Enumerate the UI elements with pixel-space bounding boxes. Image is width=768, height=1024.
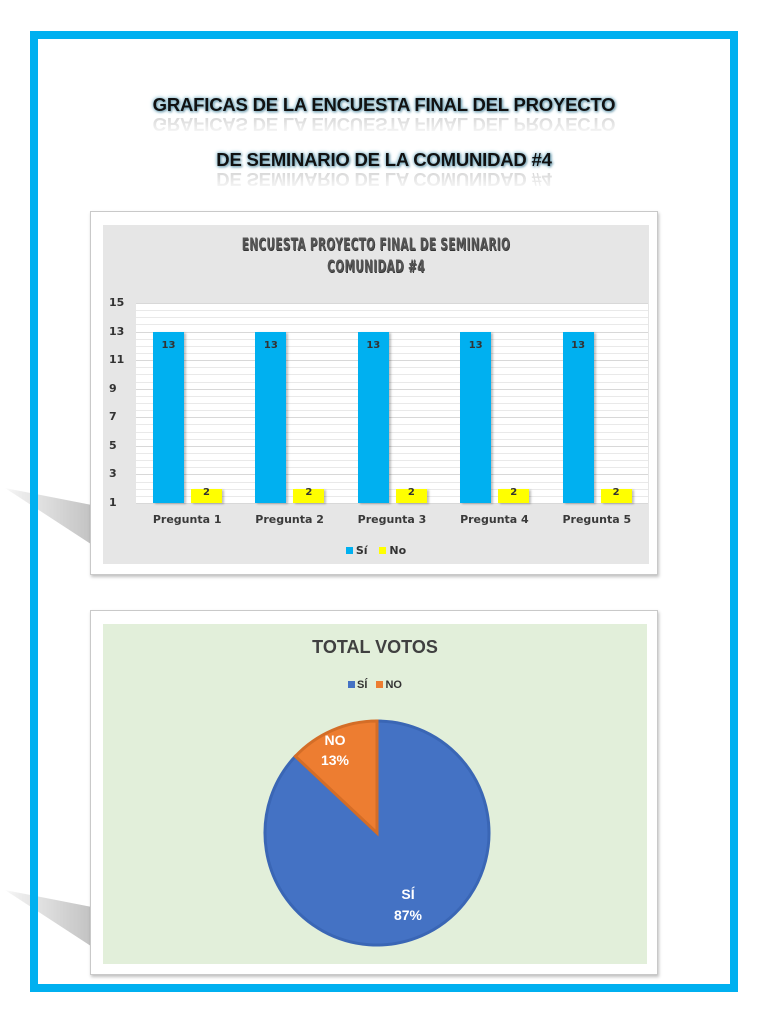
bar-no: 2	[191, 486, 222, 503]
pie-legend-label-no: NO	[385, 679, 402, 691]
minor-gridline	[136, 367, 648, 369]
bar-value-label-no: 2	[407, 486, 415, 498]
major-gridline	[136, 303, 648, 304]
pie-legend-item-si: SÍ	[348, 679, 367, 691]
minor-gridline	[136, 424, 648, 426]
minor-gridline	[136, 317, 648, 319]
minor-gridline	[136, 410, 648, 412]
pie-graphic: NO 13% SÍ 87%	[263, 719, 491, 947]
minor-gridline	[136, 481, 648, 483]
bar-no: 2	[293, 486, 325, 503]
legend-label-no: No	[389, 544, 407, 557]
pie-label-si-pct: 87%	[394, 907, 423, 923]
bar-plot-area: 13 2 13 2 13 2 13 2 13 2	[136, 303, 648, 504]
bar-chart-title-line-2: COMUNIDAD #4	[327, 257, 425, 277]
pie-chart-title: TOTAL VOTOS	[312, 637, 438, 657]
minor-gridline	[136, 381, 648, 383]
bar-si: 13	[460, 331, 492, 503]
y-tick-label: 1	[109, 496, 117, 509]
y-tick-label: 5	[109, 438, 117, 452]
bar-si: 13	[153, 331, 184, 503]
pie-label-no-name: NO	[325, 732, 346, 748]
minor-gridline	[136, 353, 648, 354]
bar-value-label-si: 13	[263, 339, 278, 351]
minor-gridline	[136, 453, 648, 454]
bar-no: 2	[498, 486, 530, 503]
bar-no: 2	[395, 486, 427, 503]
major-gridline	[136, 331, 648, 333]
y-tick-label: 7	[109, 410, 117, 424]
pie-chart-legend: SÍ NO	[103, 679, 647, 691]
bar-value-label-no: 2	[305, 486, 313, 498]
bar-si: 13	[562, 331, 594, 503]
major-gridline	[136, 445, 648, 447]
minor-gridline	[136, 345, 648, 347]
major-gridline	[136, 388, 648, 390]
y-tick-label: 13	[109, 324, 125, 338]
legend-item-si: Sí	[345, 544, 368, 557]
legend-swatch-si	[345, 547, 353, 554]
bar-value-label-si: 13	[161, 339, 176, 351]
document-title-line-1: GRAFICAS DE LA ENCUESTA FINAL DEL PROYEC…	[152, 94, 616, 115]
bar-chart-area: ENCUESTA PROYECTO FINAL DE SEMINARIO COM…	[103, 225, 649, 564]
y-tick-label: 11	[109, 353, 125, 367]
legend-item-no: No	[379, 544, 406, 557]
pie-label-si-name: SÍ	[401, 886, 415, 902]
bar-value-label-si: 13	[571, 339, 586, 351]
x-axis-label: Pregunta 3	[357, 513, 427, 526]
pie-legend-item-no: NO	[376, 679, 402, 691]
page-border-frame	[30, 31, 738, 992]
pie-legend-swatch-no	[376, 681, 384, 688]
bar-chart-frame: ENCUESTA PROYECTO FINAL DE SEMINARIO COM…	[90, 211, 658, 575]
bar-no: 2	[600, 486, 632, 503]
minor-gridline	[136, 467, 648, 469]
major-gridline	[136, 417, 648, 419]
minor-gridline	[136, 395, 648, 397]
x-axis-label: Pregunta 2	[255, 513, 324, 526]
bar-value-label-no: 2	[612, 486, 620, 498]
x-axis-label: Pregunta 5	[562, 513, 632, 526]
minor-gridline	[136, 488, 648, 490]
bar-chart-legend: Sí No	[103, 544, 649, 557]
minor-gridline	[136, 460, 648, 462]
major-gridline	[136, 360, 648, 362]
y-tick-label: 9	[109, 381, 117, 395]
document-title-line-1-reflection: GRAFICAS DE LA ENCUESTA FINAL DEL PROYEC…	[152, 114, 616, 135]
minor-gridline	[136, 324, 648, 326]
pie-legend-swatch-si	[348, 681, 356, 688]
minor-gridline	[136, 310, 648, 312]
major-gridline	[136, 474, 648, 476]
pie-chart-frame: TOTAL VOTOS SÍ NO NO 13% SÍ 87%	[90, 610, 658, 975]
bar-si: 13	[357, 331, 389, 503]
bar-value-label-si: 13	[468, 339, 483, 351]
bar-value-label-no: 2	[203, 486, 210, 498]
pie-chart-area: TOTAL VOTOS SÍ NO NO 13% SÍ 87%	[103, 624, 647, 964]
minor-gridline	[136, 495, 648, 497]
minor-gridline	[136, 403, 648, 404]
legend-swatch-no	[379, 547, 387, 554]
minor-gridline	[136, 338, 648, 340]
pie-label-no-pct: 13%	[321, 752, 350, 768]
bar-value-label-no: 2	[510, 486, 518, 498]
document-title-line-2-reflection: DE SEMINARIO DE LA COMUNIDAD #4	[216, 169, 552, 190]
x-axis-label: Pregunta 1	[152, 513, 222, 526]
minor-gridline	[136, 431, 648, 433]
bar-chart-title-line-1: ENCUESTA PROYECTO FINAL DE SEMINARIO	[241, 235, 511, 255]
y-tick-label: 3	[109, 467, 117, 481]
bar-value-label-si: 13	[366, 339, 381, 351]
x-axis-label: Pregunta 4	[460, 513, 529, 526]
minor-gridline	[136, 438, 648, 440]
y-tick-label: 15	[109, 296, 125, 309]
major-gridline	[136, 503, 648, 504]
bar-si: 13	[255, 331, 287, 503]
document-title-line-2: DE SEMINARIO DE LA COMUNIDAD #4	[216, 149, 552, 170]
pie-legend-label-si: SÍ	[357, 679, 368, 691]
minor-gridline	[136, 374, 648, 376]
legend-label-si: Sí	[355, 544, 368, 557]
pie-slice-no	[293, 719, 379, 837]
